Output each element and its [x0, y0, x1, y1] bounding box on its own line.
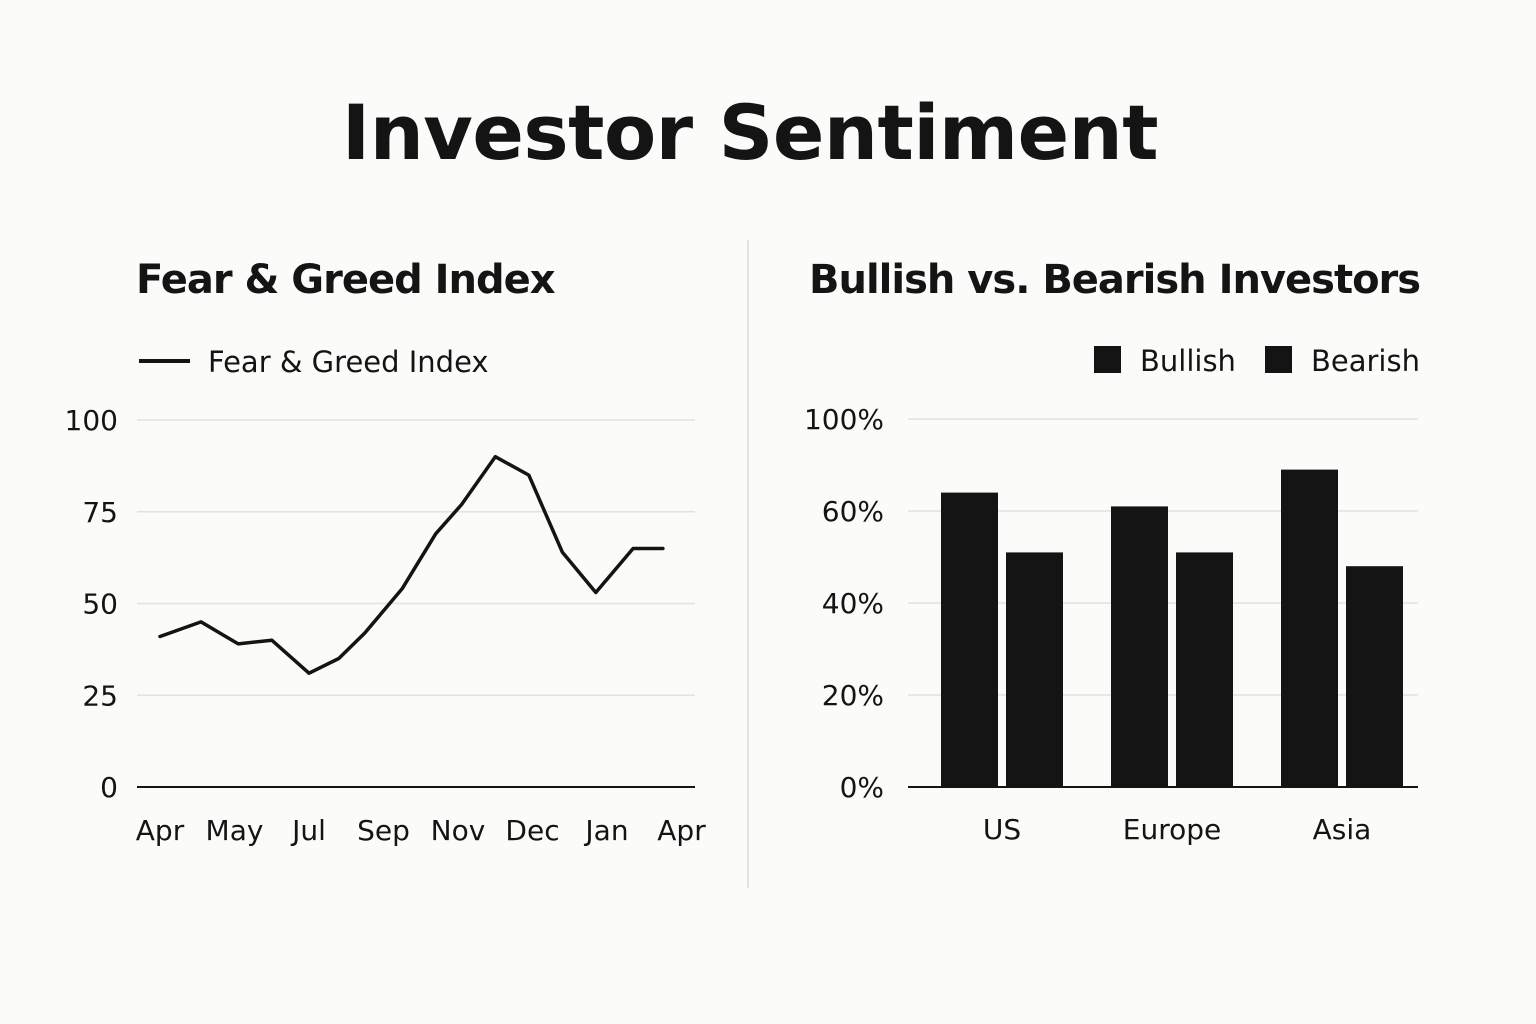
y-tick-label: 25 — [82, 679, 118, 712]
y-tick-label: 100% — [804, 403, 884, 436]
bar-bearish-asia — [1346, 566, 1403, 787]
bar-bearish-us — [1006, 552, 1063, 787]
x-tick-label: Nov — [431, 814, 486, 847]
line-chart-legend: Fear & Greed Index — [139, 345, 489, 379]
x-tick-label: Dec — [505, 814, 559, 847]
x-tick-label: May — [206, 814, 264, 847]
y-tick-label: 40% — [822, 587, 884, 620]
fear-greed-line-chart: 0 25 50 75 100 Apr May Jul Sep Nov Dec Jan Apr Fear… — [65, 345, 707, 847]
x-tick-label: Apr — [136, 814, 185, 847]
legend-label-bullish: Bullish — [1140, 344, 1236, 378]
bar-chart-legend: Bullish Bearish — [1094, 344, 1420, 378]
page-title: Investor Sentiment — [341, 88, 1159, 177]
y-tick-label: 60% — [822, 495, 884, 528]
x-tick-label: Europe — [1123, 813, 1221, 846]
legend-label-fear-greed: Fear & Greed Index — [208, 345, 489, 379]
bar-bullish-europe — [1111, 506, 1168, 787]
bar-bullish-us — [941, 492, 998, 787]
x-tick-label: Sep — [357, 814, 410, 847]
bar-chart-bars — [941, 469, 1403, 787]
bar-bullish-asia — [1281, 469, 1338, 787]
bull-bear-bar-chart: 0% 20% 40% 60% 100% US Europe Asia Bullish Bea… — [804, 344, 1420, 846]
y-tick-label: 0 — [100, 771, 118, 804]
y-tick-label: 0% — [840, 771, 884, 804]
bar-bearish-europe — [1176, 552, 1233, 787]
x-tick-label: Apr — [657, 814, 706, 847]
y-tick-label: 100 — [65, 404, 118, 437]
y-tick-label: 20% — [822, 679, 884, 712]
bar-chart-x-ticks: US Europe Asia — [983, 813, 1371, 846]
legend-swatch-bullish — [1094, 346, 1121, 373]
y-tick-label: 50 — [82, 588, 118, 621]
x-tick-label: Jul — [290, 814, 326, 847]
line-chart-gridlines — [137, 419, 695, 788]
line-chart-series — [158, 454, 665, 675]
bar-chart-y-ticks: 0% 20% 40% 60% 100% — [804, 403, 884, 804]
x-tick-label: Asia — [1313, 813, 1372, 846]
line-chart-y-ticks: 0 25 50 75 100 — [65, 404, 118, 804]
fear-greed-chart-title: Fear & Greed Index — [136, 257, 556, 303]
series-line-fear-greed — [158, 454, 665, 675]
legend-swatch-bearish — [1265, 346, 1292, 373]
line-chart-x-ticks: Apr May Jul Sep Nov Dec Jan Apr — [136, 814, 706, 847]
panel-divider — [747, 240, 749, 888]
x-tick-label: US — [983, 813, 1021, 846]
legend-label-bearish: Bearish — [1311, 344, 1420, 378]
y-tick-label: 75 — [82, 496, 118, 529]
bull-bear-chart-title: Bullish vs. Bearish Investors — [809, 257, 1421, 303]
x-tick-label: Jan — [583, 814, 628, 847]
